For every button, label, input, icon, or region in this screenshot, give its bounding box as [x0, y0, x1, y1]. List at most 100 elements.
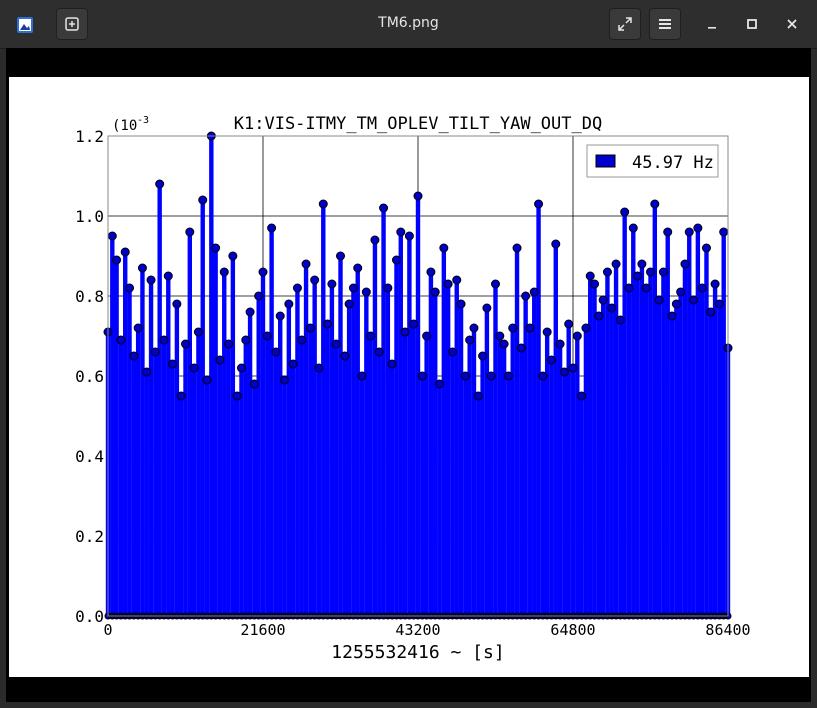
- series-stem: [342, 356, 348, 616]
- series-stem: [187, 232, 193, 616]
- series-stem: [243, 340, 248, 616]
- series-stem: [252, 384, 257, 616]
- series-stem: [153, 352, 158, 616]
- fullscreen-button[interactable]: [609, 8, 641, 40]
- series-marker: [529, 287, 539, 297]
- series-marker: [404, 231, 414, 241]
- maximize-button[interactable]: [740, 12, 764, 36]
- series-stem: [394, 260, 399, 616]
- series-marker: [628, 223, 638, 233]
- series-marker: [107, 231, 117, 241]
- series-stem: [140, 268, 145, 616]
- x-axis-label: 1255532416 ~ [s]: [331, 642, 504, 663]
- series-marker: [430, 287, 440, 297]
- series-stem: [239, 368, 244, 616]
- series-stem: [510, 328, 515, 616]
- series-marker: [271, 347, 281, 357]
- y-tick-label: 0.6: [75, 367, 104, 386]
- series-marker: [572, 331, 582, 341]
- series-stem: [596, 316, 602, 616]
- series-marker: [701, 243, 711, 253]
- series-marker: [112, 255, 122, 265]
- series-marker: [125, 283, 135, 293]
- stem-plot: 0.0 0.2 0.4 0.6 0.8 1.0 1.2 0 21600 43200 64800 86…: [75, 114, 750, 663]
- x-tick-label: 64800: [550, 621, 595, 639]
- series-stem: [553, 244, 558, 616]
- series-marker: [667, 311, 677, 321]
- series-stem: [299, 340, 304, 616]
- series-marker: [465, 335, 475, 345]
- series-stem: [463, 376, 468, 616]
- series-stem: [269, 228, 274, 616]
- y-tick-label: 0.4: [75, 447, 104, 466]
- series-stem: [127, 288, 132, 616]
- series-marker: [245, 307, 255, 317]
- close-button[interactable]: [780, 12, 804, 36]
- series-stem: [704, 248, 709, 616]
- series-stem: [260, 272, 266, 616]
- series-marker: [292, 283, 302, 293]
- series-stem: [523, 296, 528, 616]
- legend: 45.97 Hz: [586, 144, 719, 178]
- series-stem: [278, 316, 283, 616]
- series-marker: [249, 379, 259, 389]
- series-marker: [267, 223, 277, 233]
- series-marker: [344, 299, 354, 309]
- series-stem: [437, 384, 442, 616]
- series-marker: [189, 363, 199, 373]
- series-marker: [534, 199, 544, 209]
- series-stem: [230, 256, 236, 616]
- series-stem: [364, 292, 369, 616]
- series-marker: [224, 339, 234, 349]
- title-bar: TM6.png: [0, 0, 817, 49]
- series-marker: [275, 311, 285, 321]
- series-marker: [607, 303, 617, 313]
- series-marker: [641, 283, 651, 293]
- series-stem: [454, 280, 459, 616]
- series-stem: [648, 272, 653, 616]
- series-stem: [131, 356, 137, 616]
- minimize-button[interactable]: [700, 12, 724, 36]
- series-marker: [469, 323, 479, 333]
- series-marker: [146, 275, 156, 285]
- y-tick-label: 0.2: [75, 527, 104, 546]
- series-marker: [637, 259, 647, 269]
- series-stem: [333, 344, 339, 616]
- series-stem: [200, 200, 205, 616]
- new-tab-button[interactable]: [56, 8, 88, 40]
- series-marker: [168, 359, 178, 369]
- x-tick-label: 21600: [240, 621, 285, 639]
- series-stem: [196, 332, 201, 616]
- series-stem: [605, 272, 610, 616]
- close-icon: [786, 15, 798, 34]
- series-stem: [338, 256, 343, 616]
- series-marker: [396, 227, 406, 237]
- series-stem: [161, 340, 167, 616]
- series-stem: [639, 264, 645, 616]
- series-stem: [312, 280, 317, 616]
- series-stem: [540, 376, 546, 616]
- series-stem: [682, 264, 688, 616]
- series-stem: [321, 204, 326, 616]
- series-stem: [699, 288, 705, 616]
- menu-button[interactable]: [649, 8, 681, 40]
- series-stem: [428, 272, 434, 616]
- series-marker: [155, 179, 165, 189]
- series-marker: [150, 347, 160, 357]
- series-marker: [331, 339, 341, 349]
- series-marker: [129, 351, 139, 361]
- series-marker: [585, 271, 595, 281]
- series-marker: [482, 303, 492, 313]
- minimize-icon: [706, 15, 718, 34]
- series-marker: [181, 339, 190, 349]
- series-marker: [258, 267, 268, 277]
- series-stem: [372, 240, 378, 616]
- series-stem: [303, 264, 309, 616]
- series-stems: [105, 136, 731, 616]
- series-marker: [564, 319, 574, 329]
- series-marker: [133, 323, 143, 333]
- series-stem: [687, 232, 692, 616]
- series-marker: [297, 335, 307, 345]
- series-stem: [222, 272, 227, 616]
- hamburger-icon: [658, 18, 672, 30]
